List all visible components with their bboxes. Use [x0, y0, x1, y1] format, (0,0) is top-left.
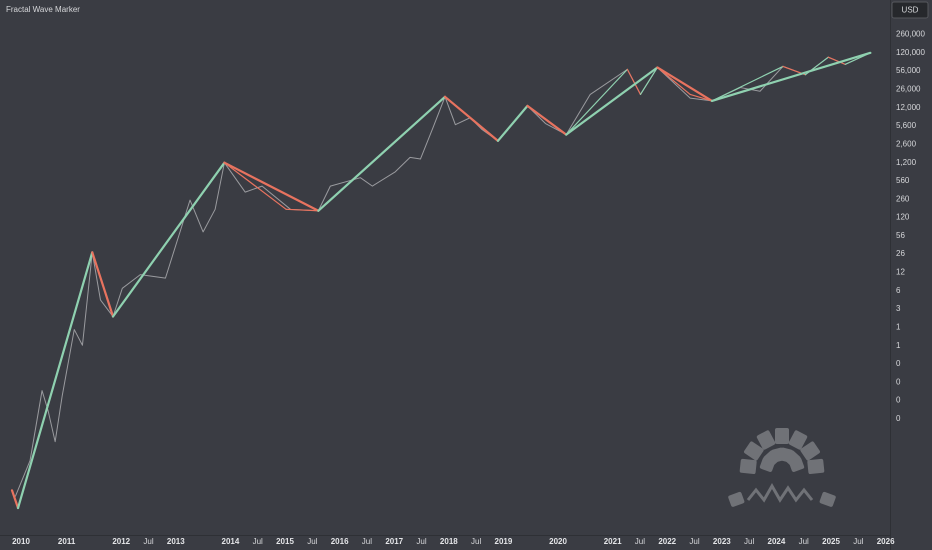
x-tick-label: 2010 — [12, 537, 30, 546]
wave-segment — [626, 68, 642, 96]
plot-area — [10, 51, 872, 510]
x-tick-label: 2015 — [276, 537, 294, 546]
y-tick-label: 560 — [896, 176, 910, 185]
wave-segment — [443, 95, 500, 142]
x-tick-label: Jul — [799, 537, 809, 546]
x-tick-label: Jul — [143, 537, 153, 546]
wave-segment — [639, 66, 658, 96]
wave-segment — [285, 208, 319, 212]
x-tick-label: 2013 — [167, 537, 185, 546]
x-tick-label: 2025 — [822, 537, 840, 546]
y-tick-label: 1 — [896, 323, 901, 332]
wave-segment — [317, 95, 447, 212]
x-tick-label: Jul — [253, 537, 263, 546]
wave-segment — [565, 68, 628, 136]
y-tick-label: 1,200 — [896, 158, 917, 167]
x-tick-label: Jul — [689, 537, 699, 546]
x-tick-label: Jul — [362, 537, 372, 546]
chart-title: Fractal Wave Marker — [6, 5, 80, 14]
y-tick-label: 260,000 — [896, 30, 925, 39]
x-tick-label: 2016 — [331, 537, 349, 546]
y-tick-label: 0 — [896, 359, 901, 368]
price-line — [14, 52, 871, 497]
wave-segment — [496, 104, 529, 142]
y-tick-label: 3 — [896, 304, 901, 313]
y-tick-label: 26 — [896, 249, 905, 258]
y-tick-label: 26,000 — [896, 84, 921, 93]
x-tick-label: 2017 — [385, 537, 403, 546]
x-tick-label: 2020 — [549, 537, 567, 546]
x-tick-label: Jul — [471, 537, 481, 546]
y-tick-label: 2,600 — [896, 139, 917, 148]
x-tick-label: Jul — [853, 537, 863, 546]
x-tick-label: 2026 — [877, 537, 895, 546]
wave-segment — [91, 251, 115, 318]
y-tick-label: 0 — [896, 378, 901, 387]
x-tick-label: 2023 — [713, 537, 731, 546]
logo — [728, 428, 836, 507]
x-tick-label: 2021 — [604, 537, 622, 546]
x-tick-label: 2011 — [58, 537, 76, 546]
wave-segment — [223, 161, 320, 212]
y-tick-label: 56,000 — [896, 66, 921, 75]
x-tick-label: 2018 — [440, 537, 458, 546]
y-tick-label: 12 — [896, 268, 905, 277]
wave-segment — [711, 65, 784, 102]
x-tick-label: 2019 — [495, 537, 513, 546]
y-tick-label: 120,000 — [896, 48, 925, 57]
x-tick-label: Jul — [635, 537, 645, 546]
wave-segment — [827, 56, 846, 65]
x-tick-label: 2024 — [768, 537, 786, 546]
y-tick-label: 0 — [896, 396, 901, 405]
x-tick-label: Jul — [416, 537, 426, 546]
wave-segment — [526, 104, 568, 136]
currency-label[interactable]: USD — [902, 6, 919, 15]
y-tick-label: 6 — [896, 286, 901, 295]
y-tick-label: 1 — [896, 341, 901, 350]
x-tick-label: Jul — [744, 537, 754, 546]
y-tick-label: 260 — [896, 194, 910, 203]
wave-segment — [656, 66, 714, 103]
x-tick-label: 2014 — [222, 537, 240, 546]
y-tick-label: 0 — [896, 414, 901, 423]
wave-segment — [565, 66, 659, 136]
y-tick-label: 12,000 — [896, 103, 921, 112]
wave-segment — [710, 51, 872, 103]
y-tick-label: 5,600 — [896, 121, 917, 130]
y-tick-label: 120 — [896, 213, 910, 222]
wave-segment — [111, 161, 226, 318]
wave-segment — [10, 489, 20, 510]
wave-segment — [16, 251, 94, 510]
currency-box[interactable] — [891, 1, 929, 19]
x-tick-label: 2012 — [112, 537, 130, 546]
wave-segment — [223, 162, 287, 210]
y-tick-label: 56 — [896, 231, 905, 240]
x-tick-label: Jul — [307, 537, 317, 546]
x-tick-label: 2022 — [658, 537, 676, 546]
